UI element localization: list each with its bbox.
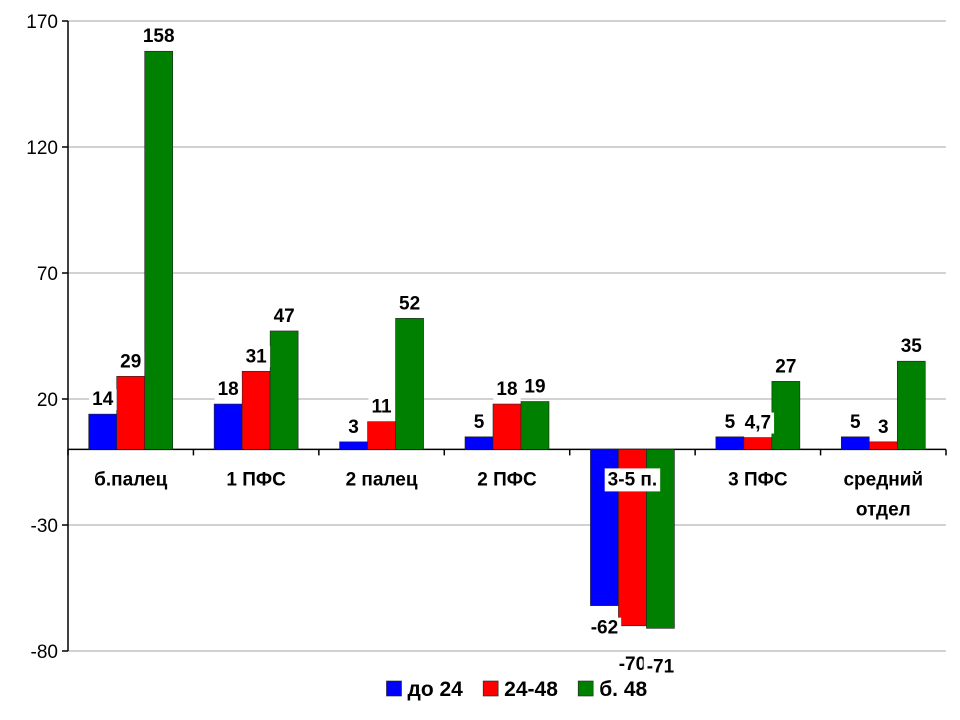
data-label: 31	[246, 346, 268, 367]
bars	[88, 50, 926, 629]
data-label-bg	[117, 351, 145, 373]
y-tick-label: 170	[26, 12, 58, 33]
data-label: -62	[591, 618, 618, 639]
data-label: 47	[274, 306, 295, 327]
legend-item: до 24	[386, 678, 463, 701]
y-tick-label: 70	[37, 264, 58, 285]
data-label: 52	[399, 293, 420, 314]
data-label: 14	[92, 389, 114, 410]
data-label: 5	[725, 412, 736, 433]
bar	[520, 401, 550, 450]
y-tick-label: -30	[31, 516, 58, 537]
data-label: 11	[372, 397, 393, 418]
category-label: б.палец	[94, 469, 167, 490]
category-label: 2 палец	[346, 469, 418, 490]
legend-label: 24-48	[504, 678, 558, 701]
category-label: средний	[843, 469, 923, 490]
legend: до 24 24-48 б. 48	[386, 678, 648, 701]
bar	[269, 330, 299, 450]
data-label: 3	[878, 417, 889, 438]
data-label-bg	[139, 26, 178, 48]
category-label: 3-5 п.	[608, 469, 658, 490]
legend-swatch	[386, 680, 402, 697]
data-label-bg	[242, 346, 271, 368]
data-label: 4,7	[745, 413, 771, 434]
bar	[464, 436, 494, 450]
data-label-bg	[345, 416, 362, 438]
bar	[743, 437, 773, 450]
bar	[771, 381, 801, 450]
data-label: 29	[120, 351, 141, 372]
data-label: 18	[496, 379, 517, 400]
legend-swatch	[482, 680, 499, 697]
data-label-bg	[521, 376, 549, 398]
bar	[339, 441, 368, 450]
category-labels: б.палец 1 ПФС 2 палец 2 ПФС 3-5 п. 3 ПФС средн…	[94, 468, 923, 520]
category-label: 3 ПФС	[728, 469, 788, 490]
bar	[144, 50, 174, 450]
data-label: -70	[619, 654, 646, 675]
data-label-bg	[772, 356, 800, 378]
data-label-bg	[721, 411, 739, 433]
data-label-bg	[846, 411, 864, 433]
legend-item: 24-48	[482, 678, 558, 701]
data-label-bg	[643, 656, 678, 678]
data-label: 5	[474, 412, 485, 433]
category-label: 2 ПФС	[477, 469, 537, 490]
y-tick-label: -80	[31, 642, 58, 663]
data-label: 27	[775, 356, 796, 377]
data-label-bg	[368, 396, 396, 418]
data-label-bg	[615, 653, 650, 675]
data-label-bg	[493, 379, 521, 401]
data-label: 158	[143, 26, 175, 47]
bar	[88, 413, 118, 450]
bar	[367, 421, 396, 450]
data-label-bg	[470, 411, 488, 433]
bar	[868, 441, 898, 450]
bar	[840, 436, 870, 450]
data-label: 18	[218, 379, 239, 400]
y-tick-label: 120	[26, 138, 58, 159]
data-label: -71	[647, 656, 675, 677]
bar	[715, 436, 745, 450]
data-label: 35	[901, 336, 923, 357]
legend-label: до 24	[407, 678, 463, 701]
data-label: 3	[348, 417, 359, 438]
bar	[116, 376, 146, 450]
data-label-bg	[587, 617, 622, 639]
bar	[213, 403, 243, 450]
bar	[241, 370, 271, 450]
category-label: отдел	[856, 499, 911, 520]
data-label-bg	[89, 389, 117, 411]
legend-label: б. 48	[599, 678, 647, 701]
legend-item: б. 48	[577, 678, 648, 701]
data-label: 19	[524, 377, 545, 398]
bar	[492, 403, 522, 450]
bar	[395, 318, 424, 450]
bar	[896, 360, 926, 450]
legend-swatch	[577, 680, 594, 697]
data-label-bg	[874, 416, 892, 438]
data-label-bg	[396, 293, 424, 315]
data-label-bg	[897, 336, 926, 358]
y-tick-label: 20	[37, 390, 58, 411]
gridlines	[68, 20, 946, 652]
category-label-bg	[604, 468, 661, 492]
data-label-bg	[741, 412, 775, 434]
data-label: 5	[850, 412, 861, 433]
data-label-bg	[270, 305, 298, 327]
category-label: 1 ПФС	[226, 469, 286, 490]
data-label-bg	[214, 379, 242, 401]
